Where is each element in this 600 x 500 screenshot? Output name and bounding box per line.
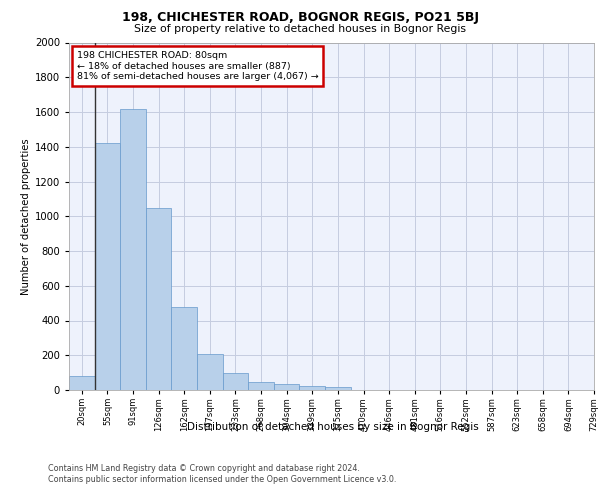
Bar bbox=[69, 376, 95, 390]
Text: Contains public sector information licensed under the Open Government Licence v3: Contains public sector information licen… bbox=[48, 475, 397, 484]
Y-axis label: Number of detached properties: Number of detached properties bbox=[20, 138, 31, 294]
Bar bbox=[146, 208, 172, 390]
Bar bbox=[248, 382, 274, 390]
Text: Distribution of detached houses by size in Bognor Regis: Distribution of detached houses by size … bbox=[187, 422, 479, 432]
Text: Size of property relative to detached houses in Bognor Regis: Size of property relative to detached ho… bbox=[134, 24, 466, 34]
Bar bbox=[274, 384, 299, 390]
Bar bbox=[120, 108, 146, 390]
Bar bbox=[95, 144, 120, 390]
Bar bbox=[325, 388, 351, 390]
Bar bbox=[223, 372, 248, 390]
Bar bbox=[197, 354, 223, 390]
Bar bbox=[172, 306, 197, 390]
Text: Contains HM Land Registry data © Crown copyright and database right 2024.: Contains HM Land Registry data © Crown c… bbox=[48, 464, 360, 473]
Text: 198, CHICHESTER ROAD, BOGNOR REGIS, PO21 5BJ: 198, CHICHESTER ROAD, BOGNOR REGIS, PO21… bbox=[121, 11, 479, 24]
Text: 198 CHICHESTER ROAD: 80sqm
← 18% of detached houses are smaller (887)
81% of sem: 198 CHICHESTER ROAD: 80sqm ← 18% of deta… bbox=[77, 51, 319, 81]
Bar bbox=[299, 386, 325, 390]
